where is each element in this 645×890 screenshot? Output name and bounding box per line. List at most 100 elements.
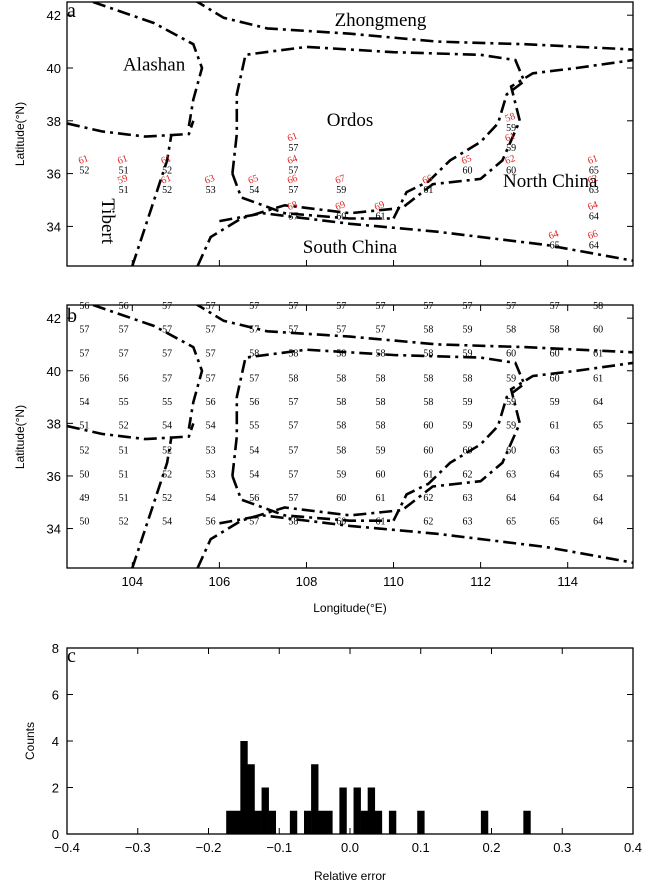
histogram-bar (268, 810, 277, 834)
grid-value-label: 54 (162, 421, 172, 432)
grid-value-label: 61 (593, 373, 603, 384)
region-label: Tibert (97, 198, 118, 244)
grid-value-label: 58 (506, 325, 516, 336)
grid-value-label: 57 (206, 325, 216, 336)
grid-value-label: 57 (506, 301, 516, 312)
grid-value-label: 57 (119, 348, 129, 359)
grid-value-label: 63 (506, 469, 516, 480)
grid-value-label: 57 (162, 301, 172, 312)
histogram-bar (388, 810, 397, 834)
lat-tick-label: 42 (47, 8, 61, 23)
observed-value-label: 64 (286, 153, 299, 167)
histogram-bars (226, 741, 531, 834)
lon-tick-label: 110 (383, 574, 404, 589)
error-tick-label: 0.3 (553, 840, 571, 855)
error-tick-label: 0.1 (412, 840, 430, 855)
histogram-bar (304, 810, 312, 834)
count-tick-label: 2 (52, 781, 59, 796)
panel-a-boundaries (67, 2, 633, 266)
block-boundary-line (196, 58, 633, 266)
panel-c-letter: c (67, 645, 76, 667)
panel-b-ylabel: Latitude(°N) (13, 405, 27, 469)
histogram-bar (325, 810, 333, 834)
error-tick-label: −0.2 (196, 840, 222, 855)
grid-value-label: 61 (423, 469, 433, 480)
block-boundary-line (67, 422, 195, 441)
lat-tick-label: 34 (47, 219, 61, 234)
grid-value-label: 59 (463, 397, 473, 408)
panel-a-frame (66, 1, 634, 267)
grid-value-label: 54 (249, 446, 259, 457)
grid-value-label: 58 (423, 348, 433, 359)
lat-tick-label: 34 (47, 522, 61, 537)
predicted-value-label: 54 (249, 185, 259, 196)
grid-value-label: 57 (375, 325, 385, 336)
grid-value-label: 56 (249, 397, 259, 408)
observed-value-label: 61 (504, 131, 517, 145)
grid-value-label: 57 (119, 325, 129, 336)
grid-value-label: 53 (206, 469, 216, 480)
observed-value-label: 61 (116, 153, 129, 167)
grid-value-label: 52 (79, 446, 89, 457)
grid-value-label: 58 (336, 397, 346, 408)
grid-value-label: 62 (463, 469, 473, 480)
grid-value-label: 58 (288, 373, 298, 384)
histogram-bar (374, 810, 383, 834)
grid-value-label: 59 (506, 421, 516, 432)
predicted-value-label: 59 (506, 143, 516, 154)
grid-value-label: 52 (162, 469, 172, 480)
grid-value-label: 57 (463, 301, 473, 312)
panel-b-letter: b (67, 305, 77, 327)
grid-value-label: 58 (288, 517, 298, 528)
grid-value-label: 54 (206, 421, 216, 432)
panel-b-map: 56 56 57 57 57 57 57 57 57 57 57 57 58 57 57 57 57 57 57 57… (13, 260, 634, 615)
grid-value-label: 58 (375, 348, 385, 359)
histogram-bar (367, 787, 376, 834)
lon-tick-label: 112 (470, 574, 491, 589)
grid-value-label: 61 (593, 348, 603, 359)
grid-value-label: 56 (119, 301, 129, 312)
grid-value-label: 58 (375, 421, 385, 432)
grid-value-label: 60 (375, 469, 385, 480)
grid-value-label: 56 (79, 301, 89, 312)
grid-value-label: 57 (162, 373, 172, 384)
region-label: South China (303, 237, 398, 258)
grid-value-label: 65 (593, 469, 603, 480)
grid-value-label: 58 (336, 421, 346, 432)
observed-value-label: 62 (586, 173, 599, 187)
grid-value-label: 60 (550, 373, 560, 384)
lat-tick-label: 42 (47, 311, 61, 326)
panel-a-values: 6152615161525951615263536554665767596157… (77, 111, 600, 252)
grid-value-label: 54 (249, 469, 259, 480)
grid-value-label: 56 (206, 517, 216, 528)
grid-value-label: 50 (79, 469, 89, 480)
lat-tick-label: 38 (47, 114, 61, 129)
grid-value-label: 64 (550, 493, 560, 504)
histogram-bar (480, 810, 489, 834)
grid-value-label: 60 (336, 517, 346, 528)
histogram-bar (318, 810, 326, 834)
error-tick-label: −0.4 (54, 840, 80, 855)
grid-value-label: 59 (506, 397, 516, 408)
grid-value-label: 59 (463, 421, 473, 432)
grid-value-label: 60 (593, 325, 603, 336)
grid-value-label: 56 (249, 493, 259, 504)
grid-value-label: 54 (79, 397, 89, 408)
predicted-value-label: 53 (206, 185, 216, 196)
observed-value-label: 65 (460, 153, 473, 167)
block-boundary-line (195, 2, 633, 51)
lat-tick-label: 40 (47, 364, 61, 379)
grid-value-label: 49 (79, 493, 89, 504)
observed-value-label: 64 (547, 228, 560, 242)
grid-value-label: 51 (119, 446, 129, 457)
grid-value-label: 65 (550, 517, 560, 528)
observed-value-label: 64 (586, 199, 599, 213)
panel-a-letter: a (67, 0, 76, 22)
lat-tick-label: 38 (47, 416, 61, 431)
grid-value-label: 64 (506, 493, 516, 504)
error-tick-label: 0.2 (482, 840, 500, 855)
observed-value-label: 69 (334, 199, 347, 213)
predicted-value-label: 65 (550, 241, 560, 252)
observed-value-label: 58 (504, 111, 517, 125)
